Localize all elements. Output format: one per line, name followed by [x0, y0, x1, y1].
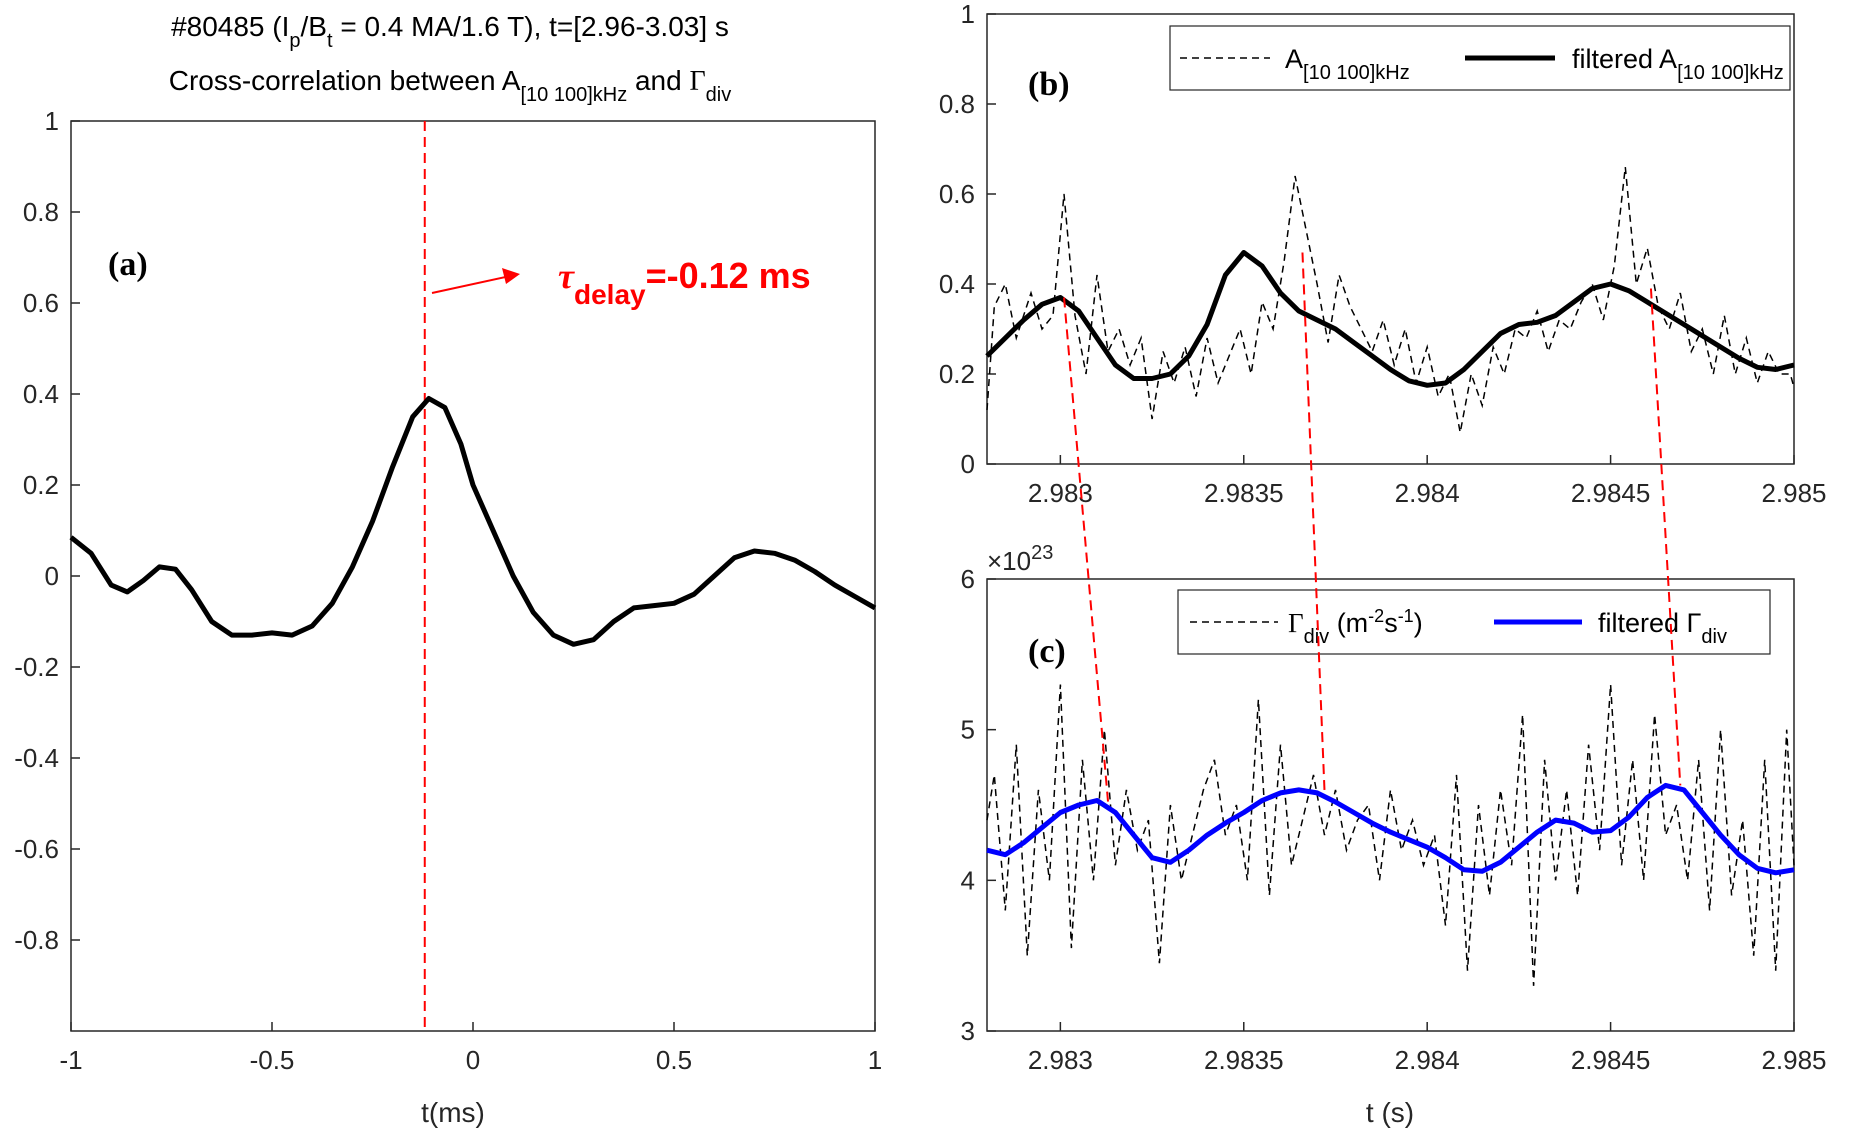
panel-b-legend-filtered: filtered A[10 100]kHz	[1572, 44, 1784, 84]
panel-a-xlabel: t(ms)	[421, 1097, 485, 1128]
panel-a-y-ticks: -0.8 -0.6 -0.4 -0.2 0 0.2 0.4 0.6 0.8 1	[14, 106, 80, 955]
delay-annotation-text: τdelay=-0.12 ms	[558, 255, 811, 310]
panel-c-legend: Γdiv (m-2s-1) filtered Γdiv	[1177, 589, 1771, 655]
peak-connector-line	[1063, 297, 1110, 803]
panel-c-xtick-label: 2.9835	[1204, 1045, 1284, 1075]
panel-a-xtick-label: 1	[868, 1045, 882, 1075]
panel-a-ytick-label: -0.6	[14, 834, 59, 864]
panel-a-ytick-label: 0.2	[23, 470, 59, 500]
panel-a: #80485 (Ip/Bt = 0.4 MA/1.6 T), t=[2.96-3…	[14, 11, 882, 1128]
panel-a-ytick-label: 1	[45, 106, 59, 136]
panel-c-xtick-label: 2.983	[1028, 1045, 1093, 1075]
panel-b-xtick-label: 2.984	[1395, 478, 1460, 508]
panel-b-ytick-label: 1	[961, 0, 975, 29]
panel-c-ytick-label: 3	[961, 1016, 975, 1046]
panel-a-ytick-label: -0.2	[14, 652, 59, 682]
panel-a-ytick-label: -0.8	[14, 925, 59, 955]
peak-connector-line	[1649, 288, 1682, 786]
peak-connector-line	[1301, 252, 1326, 790]
panel-b-ytick-label: 0.2	[939, 359, 975, 389]
panel-a-xtick-label: -0.5	[250, 1045, 295, 1075]
panel-a-xtick-label: -1	[59, 1045, 82, 1075]
panel-c-xtick-label: 2.985	[1761, 1045, 1826, 1075]
panel-c-x-ticks: 2.983 2.9835 2.984 2.9845 2.985	[1028, 1022, 1827, 1075]
cross-correlation-line	[69, 396, 877, 647]
panel-c-exponent: ×1023	[987, 542, 1053, 576]
panel-c-xlabel: t (s)	[1366, 1097, 1414, 1128]
panel-b-xtick-label: 2.9835	[1204, 478, 1284, 508]
panel-b-xtick-label: 2.9845	[1571, 478, 1651, 508]
panel-a-x-ticks: -1 -0.5 0 0.5 1	[59, 1022, 882, 1075]
panel-c-y-ticks: 3 4 5 6	[961, 564, 996, 1046]
panel-a-xtick-label: 0.5	[656, 1045, 692, 1075]
panel-c-axes-box	[986, 578, 1795, 1032]
panel-a-title-line1: #80485 (Ip/Bt = 0.4 MA/1.6 T), t=[2.96-3…	[171, 11, 729, 52]
panel-b-ytick-label: 0.4	[939, 269, 975, 299]
panel-c-legend-raw: Γdiv (m-2s-1)	[1288, 606, 1423, 648]
panel-c-xtick-label: 2.9845	[1571, 1045, 1651, 1075]
panel-a-ytick-label: -0.4	[14, 743, 59, 773]
panel-a-ytick-label: 0.6	[23, 288, 59, 318]
panel-b-legend-raw: A[10 100]kHz	[1285, 44, 1410, 84]
panel-c-label: (c)	[1028, 633, 1066, 670]
panel-c-raw-series	[986, 684, 1795, 986]
panel-b: 00.20.40.60.81 2.983 2.9835 2.984 2.9845 2.9…	[939, 0, 1827, 508]
panel-b-filtered-series	[985, 250, 1795, 388]
delay-arrow-head	[502, 268, 520, 284]
panel-b-ytick-label: 0	[961, 449, 975, 479]
panel-b-raw-series	[986, 166, 1795, 433]
panel-c-filtered-series	[986, 782, 1795, 876]
panel-c-ytick-label: 4	[961, 865, 975, 895]
panel-c-ytick-label: 5	[961, 715, 975, 745]
panel-a-ytick-label: 0	[45, 561, 59, 591]
panel-a-label: (a)	[108, 246, 148, 283]
panel-b-xtick-label: 2.985	[1761, 478, 1826, 508]
panel-c-ytick-label: 6	[961, 564, 975, 594]
panel-a-ytick-label: 0.4	[23, 379, 59, 409]
panel-b-ytick-label: 0.8	[939, 89, 975, 119]
delay-arrow	[431, 275, 511, 294]
panel-b-legend: A[10 100]kHz filtered A[10 100]kHz	[1169, 25, 1791, 91]
panel-a-xtick-label: 0	[466, 1045, 480, 1075]
panel-c: 3 4 5 6 2.983 2.9835 2.984 2.9845 2.985 ×1023 (…	[961, 542, 1827, 1128]
panel-b-xtick-label: 2.983	[1028, 478, 1093, 508]
panel-b-y-ticks: 0 0.2 0.4 0.6 0.8 1	[939, 0, 996, 479]
panel-c-legend-filtered: filtered Γdiv	[1598, 608, 1727, 648]
panel-b-x-ticks: 2.983 2.9835 2.984 2.9845 2.985	[1028, 455, 1827, 508]
panel-b-axes-box	[986, 13, 1795, 465]
peak-connectors	[1063, 252, 1682, 803]
panel-b-label: (b)	[1028, 66, 1070, 103]
delay-annotation: τdelay=-0.12 ms	[431, 255, 811, 310]
panel-a-title-line2: Cross-correlation between A[10 100]kHz a…	[169, 65, 732, 106]
panel-a-ytick-label: 0.8	[23, 197, 59, 227]
panel-c-xtick-label: 2.984	[1395, 1045, 1460, 1075]
panel-b-ytick-label: 0.6	[939, 179, 975, 209]
